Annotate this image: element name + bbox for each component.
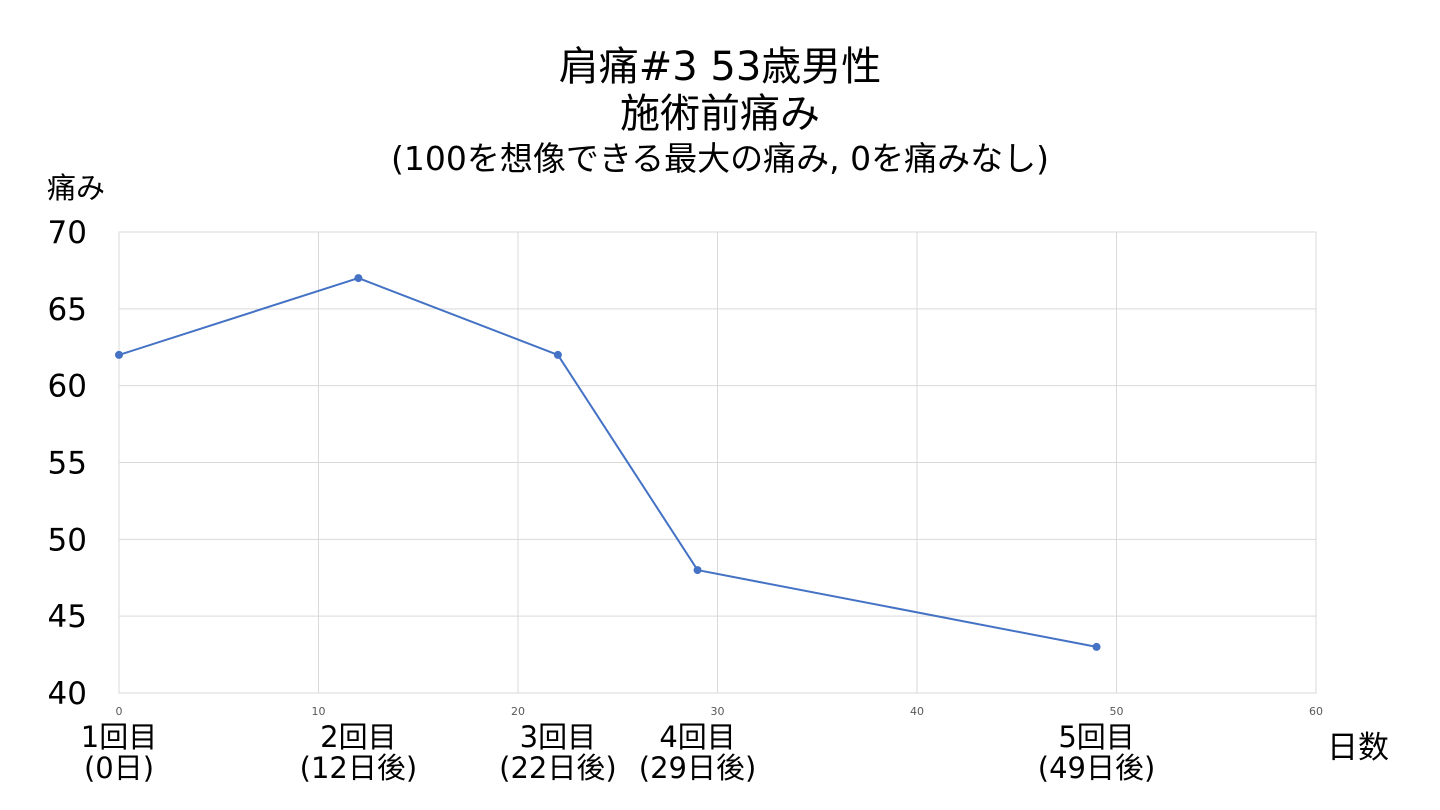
x-tick-label: 10 [312,705,326,718]
x-tick-labels: 0 10 20 30 40 50 60 [116,705,1324,718]
y-tick-label: 40 [48,676,87,712]
x-tick-label: 60 [1309,705,1323,718]
data-point [553,350,562,359]
y-axis-label: 痛み [47,171,105,205]
visit-annotation-label: 1回目 [81,720,157,754]
visit-annotation-label: (29日後) [639,751,757,785]
chart-title-line-2: 施術前痛み [620,91,820,137]
x-tick-label: 40 [910,705,924,718]
y-tick-labels: 40 45 50 55 60 65 70 [48,215,87,712]
x-tick-label: 0 [116,705,123,718]
data-point [354,274,363,283]
y-tick-label: 50 [48,522,87,558]
y-tick-label: 65 [48,292,87,328]
data-point [1092,642,1101,651]
x-tick-label: 50 [1110,705,1124,718]
x-axis-label: 日数 [1327,730,1389,766]
grid-lines [118,231,1317,694]
plot-area-border [118,231,1317,694]
y-tick-label: 55 [48,446,87,482]
y-tick-label: 45 [48,599,87,635]
visit-annotations: 1回目(0日) 2回目(12日後) 3回目(22日後) 4回目(29日後) 5回目(49… [81,720,1156,785]
y-tick-label: 70 [48,215,87,251]
visit-annotation-label: 5回目 [1058,720,1134,754]
x-tick-label: 20 [511,705,525,718]
visit-annotation-label: (22日後) [499,751,617,785]
visit-annotation-label: 4回目 [659,720,735,754]
data-point [693,566,702,575]
y-tick-label: 60 [48,369,87,405]
visit-annotation-label: 3回目 [520,720,596,754]
series-points [115,274,1101,651]
visit-annotation-label: (12日後) [300,751,418,785]
visit-annotation-label: (0日) [84,751,154,785]
data-point [115,350,123,359]
chart-subtitle: (100を想像できる最大の痛み, 0を痛みなし) [391,139,1049,178]
x-tick-label: 30 [711,705,725,718]
chart-title-line-1: 肩痛#3 53歳男性 [559,44,882,90]
visit-annotation-label: (49日後) [1038,751,1156,785]
visit-annotation-label: 2回目 [320,720,396,754]
